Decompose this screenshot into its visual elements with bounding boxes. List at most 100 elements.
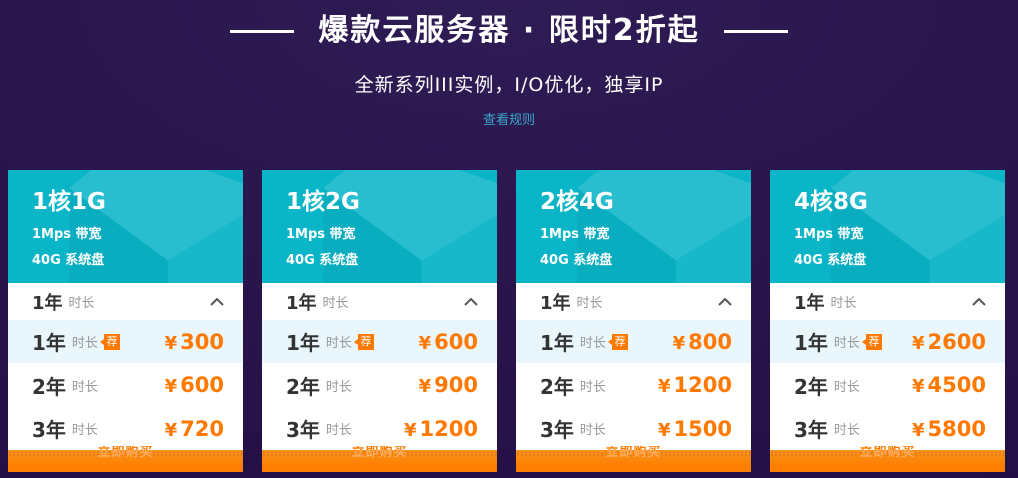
price-amount: 1500	[673, 416, 732, 441]
price-amount: 1200	[419, 416, 478, 441]
price-amount: 1200	[673, 373, 732, 397]
option-price: ¥900	[419, 373, 478, 397]
price-option-row[interactable]: 3年 时长 ¥5800	[770, 407, 1005, 450]
card-header: 4核8G 1Mps 带宽 40G 系统盘	[770, 170, 1005, 283]
spec-bandwidth: 1Mps 带宽	[540, 227, 610, 242]
spec-disk: 40G 系统盘	[540, 253, 613, 268]
price-amount: 2600	[927, 329, 986, 354]
price-option-row[interactable]: 2年 时长 ¥4500	[770, 363, 1005, 407]
option-term: 3年	[32, 418, 66, 442]
price-amount: 900	[434, 373, 478, 397]
price-amount: 300	[180, 329, 224, 354]
pricing-card-1core1g: 1核1G 1Mps 带宽 40G 系统盘 1年 时长 1年 时长 荐 ¥300 …	[8, 170, 243, 472]
option-term-label: 时长	[579, 423, 606, 438]
spec-bandwidth: 1Mps 带宽	[286, 227, 356, 242]
rules-link[interactable]: 查看规则	[482, 113, 535, 128]
cube-decoration-icon	[262, 170, 497, 283]
spec-title: 4核8G	[794, 189, 868, 215]
spec-bandwidth: 1Mps 带宽	[32, 227, 102, 242]
currency-symbol: ¥	[658, 419, 671, 441]
option-price: ¥300	[165, 330, 224, 354]
price-amount: 600	[434, 329, 478, 354]
duration-dropdown[interactable]: 1年 时长	[516, 283, 751, 320]
option-term-label: 时长	[71, 336, 98, 351]
price-option-row[interactable]: 3年 时长 ¥720	[8, 407, 243, 450]
option-term: 1年	[286, 331, 320, 355]
pricing-card-1core2g: 1核2G 1Mps 带宽 40G 系统盘 1年 时长 1年 时长 荐 ¥600 …	[262, 170, 497, 472]
currency-symbol: ¥	[164, 332, 178, 354]
currency-symbol: ¥	[912, 376, 925, 397]
duration-dropdown[interactable]: 1年 时长	[262, 283, 497, 320]
option-term-label: 时长	[833, 336, 860, 351]
currency-symbol: ¥	[164, 376, 178, 397]
cube-decoration-icon	[516, 170, 751, 283]
price-option-row[interactable]: 2年 时长 ¥900	[262, 363, 497, 407]
selected-term: 1年	[794, 292, 825, 314]
price-option-row[interactable]: 3年 时长 ¥1200	[262, 407, 497, 450]
pricing-card-4core8g: 4核8G 1Mps 带宽 40G 系统盘 1年 时长 1年 时长 荐 ¥2600…	[770, 170, 1005, 472]
option-price: ¥1200	[404, 417, 478, 441]
selected-term: 1年	[32, 292, 63, 314]
option-term-label: 时长	[579, 336, 606, 351]
buy-button[interactable]	[8, 450, 243, 472]
price-option-row[interactable]: 1年 时长 荐 ¥2600	[770, 320, 1005, 363]
option-term-label: 时长	[833, 379, 860, 395]
price-amount: 600	[180, 373, 224, 397]
card-header: 1核2G 1Mps 带宽 40G 系统盘	[262, 170, 497, 283]
option-price: ¥720	[165, 417, 224, 441]
duration-dropdown[interactable]: 1年 时长	[8, 283, 243, 320]
currency-symbol: ¥	[164, 419, 178, 441]
option-price: ¥1200	[658, 373, 732, 397]
option-term-label: 时长	[325, 336, 352, 351]
spec-bandwidth: 1Mps 带宽	[794, 227, 864, 242]
selected-term: 1年	[286, 292, 317, 314]
option-term: 3年	[794, 418, 828, 442]
selected-term-label: 时长	[68, 296, 95, 311]
spec-disk: 40G 系统盘	[32, 253, 105, 268]
price-amount: 800	[688, 329, 732, 354]
card-header: 1核1G 1Mps 带宽 40G 系统盘	[8, 170, 243, 283]
pricing-card-2core4g: 2核4G 1Mps 带宽 40G 系统盘 1年 时长 1年 时长 荐 ¥800 …	[516, 170, 751, 472]
price-option-row[interactable]: 1年 时长 荐 ¥300	[8, 320, 243, 363]
option-term-label: 时长	[71, 379, 98, 395]
cube-decoration-icon	[8, 170, 243, 283]
option-price: ¥600	[419, 330, 478, 354]
selected-term-label: 时长	[576, 296, 603, 311]
option-price: ¥5800	[912, 417, 986, 441]
price-amount: 5800	[927, 416, 986, 441]
option-term-label: 时长	[71, 423, 98, 438]
buy-button[interactable]	[770, 450, 1005, 472]
pricing-cards: 1核1G 1Mps 带宽 40G 系统盘 1年 时长 1年 时长 荐 ¥300 …	[8, 170, 1005, 472]
selected-term-label: 时长	[830, 296, 857, 311]
spec-disk: 40G 系统盘	[286, 253, 359, 268]
option-price: ¥4500	[912, 373, 986, 397]
option-term-label: 时长	[833, 423, 860, 438]
option-term: 1年	[794, 331, 828, 355]
option-term: 2年	[540, 374, 574, 399]
buy-button[interactable]	[516, 450, 751, 472]
recommend-badge: 荐	[861, 333, 882, 350]
title-line-right	[723, 29, 788, 33]
option-term: 3年	[540, 418, 574, 442]
recommend-badge: 荐	[607, 333, 628, 350]
currency-symbol: ¥	[912, 332, 925, 354]
buy-button[interactable]	[262, 450, 497, 472]
currency-symbol: ¥	[912, 419, 925, 441]
price-option-row[interactable]: 3年 时长 ¥1500	[516, 407, 751, 450]
price-option-row[interactable]: 2年 时长 ¥1200	[516, 363, 751, 407]
option-price: ¥800	[673, 330, 732, 354]
cube-decoration-icon	[770, 170, 1005, 283]
price-amount: 4500	[927, 373, 986, 397]
price-amount: 720	[180, 416, 224, 441]
chevron-up-icon	[464, 297, 478, 306]
page-title: 爆款云服务器 · 限时2折起	[318, 13, 700, 48]
price-option-row[interactable]: 1年 时长 荐 ¥800	[516, 320, 751, 363]
price-option-row[interactable]: 1年 时长 荐 ¥600	[262, 320, 497, 363]
price-option-row[interactable]: 2年 时长 ¥600	[8, 363, 243, 407]
subtitle: 全新系列III实例，I/O优化，独享IP	[354, 74, 664, 96]
chevron-up-icon	[718, 297, 732, 306]
duration-dropdown[interactable]: 1年 时长	[770, 283, 1005, 320]
spec-disk: 40G 系统盘	[794, 253, 867, 268]
spec-title: 1核2G	[286, 189, 360, 215]
currency-symbol: ¥	[658, 376, 671, 397]
